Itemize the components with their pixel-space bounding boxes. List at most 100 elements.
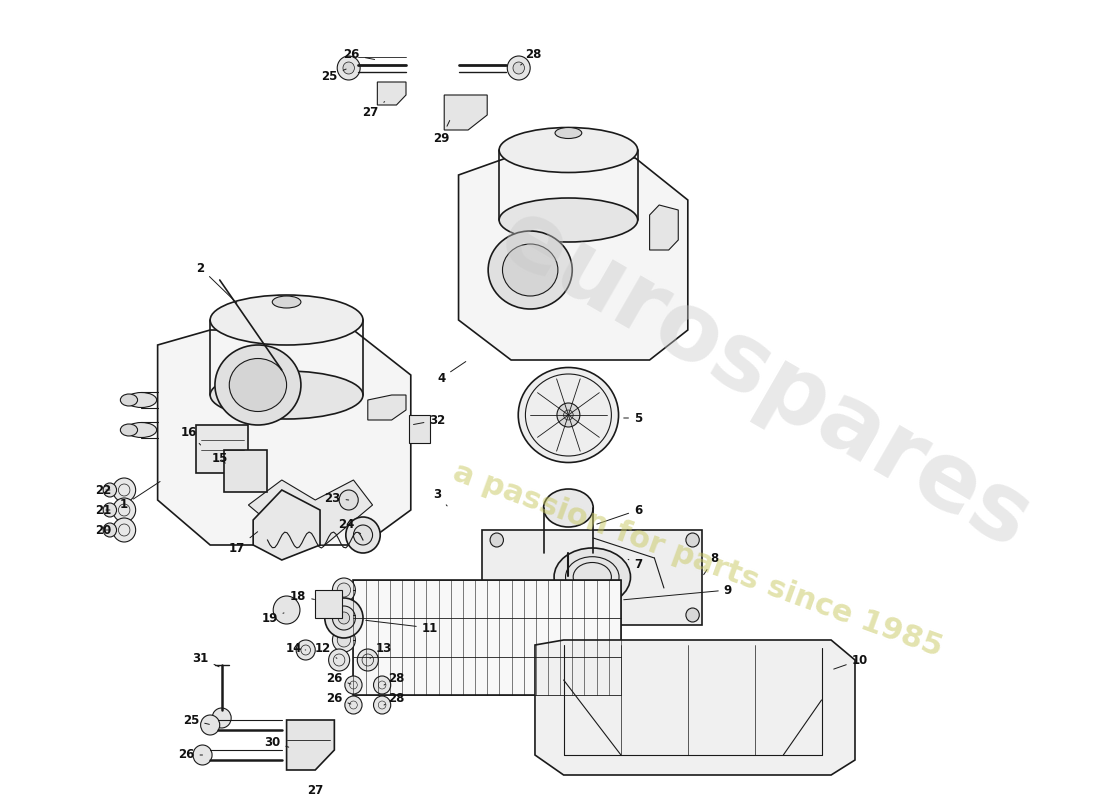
Text: 16: 16 xyxy=(182,426,200,445)
Polygon shape xyxy=(157,330,410,545)
Ellipse shape xyxy=(543,489,593,527)
Circle shape xyxy=(491,608,504,622)
Circle shape xyxy=(212,708,231,728)
Circle shape xyxy=(374,696,390,714)
Text: 26: 26 xyxy=(327,691,351,705)
Circle shape xyxy=(332,578,355,602)
Text: 24: 24 xyxy=(338,518,361,534)
Circle shape xyxy=(200,715,220,735)
Text: 28: 28 xyxy=(520,49,541,65)
Circle shape xyxy=(345,696,362,714)
Circle shape xyxy=(332,603,355,627)
Text: 8: 8 xyxy=(704,551,718,574)
Polygon shape xyxy=(253,490,320,560)
Text: 17: 17 xyxy=(229,532,257,554)
Text: 3: 3 xyxy=(433,489,448,506)
Circle shape xyxy=(324,598,363,638)
Text: 9: 9 xyxy=(624,583,733,600)
Circle shape xyxy=(332,628,355,652)
Polygon shape xyxy=(249,480,373,545)
Circle shape xyxy=(345,676,362,694)
Text: 23: 23 xyxy=(324,491,349,505)
Ellipse shape xyxy=(126,422,156,438)
Polygon shape xyxy=(535,640,855,775)
Ellipse shape xyxy=(518,367,618,462)
Circle shape xyxy=(686,608,700,622)
Circle shape xyxy=(507,56,530,80)
Text: 6: 6 xyxy=(597,503,642,524)
Text: 14: 14 xyxy=(286,642,306,654)
Ellipse shape xyxy=(120,394,138,406)
Text: 19: 19 xyxy=(261,611,284,625)
Circle shape xyxy=(338,56,360,80)
Ellipse shape xyxy=(126,393,156,407)
Ellipse shape xyxy=(210,371,363,419)
Circle shape xyxy=(112,498,135,522)
Ellipse shape xyxy=(273,296,301,308)
Circle shape xyxy=(353,525,373,545)
Circle shape xyxy=(374,676,390,694)
Circle shape xyxy=(338,608,351,622)
Text: 18: 18 xyxy=(290,590,315,602)
Text: 5: 5 xyxy=(624,411,642,425)
Text: eurospares: eurospares xyxy=(483,191,1046,569)
Text: 2: 2 xyxy=(197,262,236,303)
Circle shape xyxy=(339,490,359,510)
Circle shape xyxy=(513,62,525,74)
Text: 29: 29 xyxy=(433,121,450,145)
Text: 26: 26 xyxy=(343,49,375,62)
Polygon shape xyxy=(459,158,688,360)
Circle shape xyxy=(103,483,117,497)
Bar xyxy=(316,590,342,618)
Bar xyxy=(409,415,430,443)
Ellipse shape xyxy=(503,244,558,296)
Polygon shape xyxy=(367,395,406,420)
Circle shape xyxy=(329,649,350,671)
Text: 28: 28 xyxy=(384,671,405,685)
Circle shape xyxy=(491,533,504,547)
Text: 25: 25 xyxy=(183,714,209,726)
Text: 13: 13 xyxy=(370,642,393,658)
Circle shape xyxy=(192,745,212,765)
Ellipse shape xyxy=(214,345,301,425)
Polygon shape xyxy=(287,720,334,770)
Circle shape xyxy=(358,649,378,671)
Text: 30: 30 xyxy=(264,735,288,749)
Text: 20: 20 xyxy=(95,523,111,537)
Text: 26: 26 xyxy=(327,671,351,685)
Circle shape xyxy=(273,596,300,624)
Text: 26: 26 xyxy=(178,749,202,762)
Ellipse shape xyxy=(558,575,579,585)
Bar xyxy=(224,450,267,492)
Ellipse shape xyxy=(554,548,630,606)
Bar xyxy=(483,530,702,625)
Polygon shape xyxy=(650,205,679,250)
Ellipse shape xyxy=(210,295,363,345)
Ellipse shape xyxy=(556,127,582,138)
Text: 25: 25 xyxy=(321,69,346,82)
Circle shape xyxy=(296,640,316,660)
Text: 32: 32 xyxy=(414,414,446,426)
Ellipse shape xyxy=(488,231,572,309)
Text: 7: 7 xyxy=(628,558,642,571)
Circle shape xyxy=(338,612,350,624)
Text: 11: 11 xyxy=(366,620,438,634)
Text: a passion for parts since 1985: a passion for parts since 1985 xyxy=(449,458,946,662)
Circle shape xyxy=(343,62,354,74)
Polygon shape xyxy=(444,95,487,130)
Circle shape xyxy=(345,517,381,553)
Polygon shape xyxy=(377,82,406,105)
Circle shape xyxy=(686,533,700,547)
Circle shape xyxy=(563,410,573,420)
Text: 27: 27 xyxy=(363,102,385,118)
Circle shape xyxy=(112,518,135,542)
Text: 10: 10 xyxy=(834,654,868,669)
Ellipse shape xyxy=(229,358,287,411)
Text: 22: 22 xyxy=(95,483,111,497)
Text: 15: 15 xyxy=(211,451,228,465)
Bar xyxy=(196,425,249,473)
Ellipse shape xyxy=(499,198,638,242)
Circle shape xyxy=(338,633,351,647)
Text: 28: 28 xyxy=(384,691,405,705)
Circle shape xyxy=(103,503,117,517)
